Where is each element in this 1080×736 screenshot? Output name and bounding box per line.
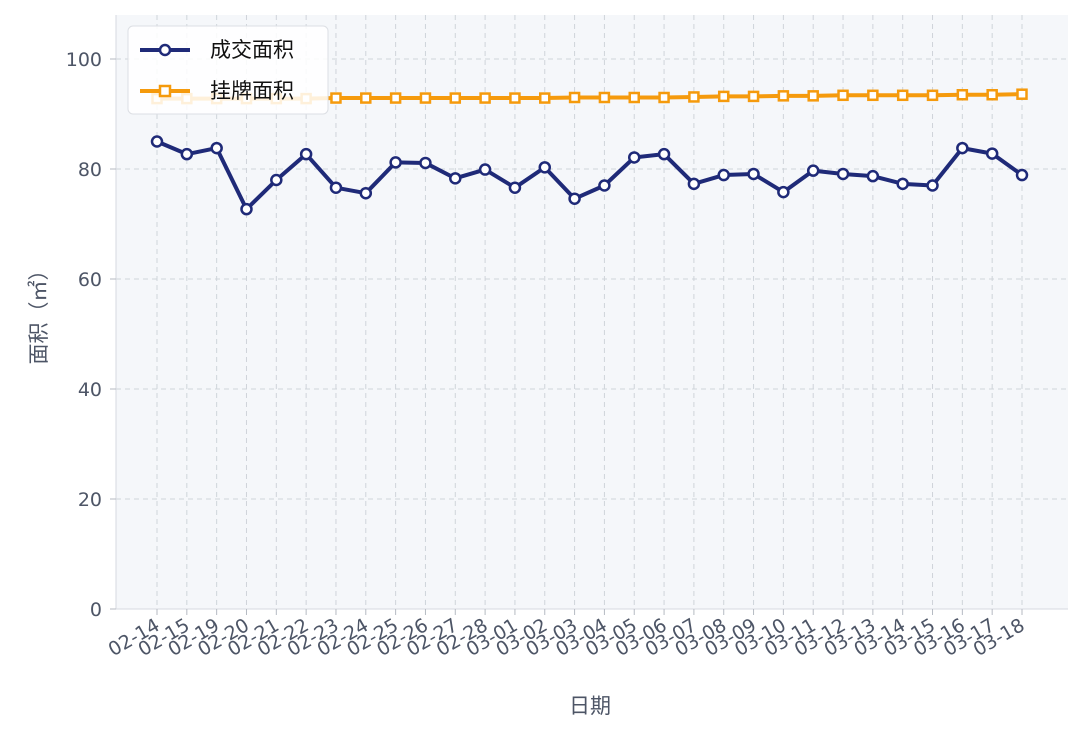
data-point <box>598 179 611 192</box>
data-point <box>150 135 164 148</box>
data-point <box>628 91 640 104</box>
data-point <box>896 177 909 191</box>
data-point <box>986 89 998 101</box>
data-point <box>657 147 671 161</box>
axes <box>115 15 1068 610</box>
data-point <box>330 92 342 104</box>
data-point <box>806 164 820 177</box>
data-point <box>836 167 850 181</box>
x-axis-title: 日期 <box>569 694 611 718</box>
legend-label-listing-area: 挂牌面积 <box>210 79 294 103</box>
data-point <box>389 92 402 104</box>
data-point <box>568 192 581 205</box>
data-point <box>926 179 939 192</box>
y-tick-label: 0 <box>90 599 102 621</box>
data-point <box>1015 168 1029 182</box>
y-tick-label: 100 <box>66 49 102 71</box>
data-point <box>688 91 700 103</box>
data-point <box>717 90 730 103</box>
y-tick-label: 60 <box>78 269 102 291</box>
data-point <box>509 92 521 104</box>
data-point <box>837 89 849 102</box>
data-point <box>747 90 760 103</box>
y-tick-label: 40 <box>78 379 102 401</box>
data-point <box>389 156 402 169</box>
data-point <box>210 141 223 155</box>
data-point <box>866 169 880 183</box>
y-ticks: 0 20 40 60 80 100 <box>66 49 116 621</box>
data-point <box>538 161 552 174</box>
legend-marker-deal-area <box>158 43 172 57</box>
x-ticks: 02-1402-1502-1902-2002-2102-2202-2302-24… <box>105 609 1029 661</box>
data-point <box>658 91 670 104</box>
data-point <box>419 156 432 170</box>
legend: 成交面积 挂牌面积 <box>127 25 329 115</box>
data-point <box>777 185 790 199</box>
data-point <box>598 91 611 104</box>
legend-marker-listing-area <box>158 84 172 98</box>
data-point <box>419 92 432 104</box>
data-point <box>687 177 701 191</box>
data-point <box>956 89 969 101</box>
y-tick-label: 20 <box>78 489 102 511</box>
data-point <box>180 147 194 161</box>
data-point <box>240 202 253 216</box>
data-point <box>807 90 819 102</box>
data-point <box>299 147 313 161</box>
data-point <box>867 89 879 102</box>
data-point <box>449 172 462 185</box>
data-point <box>777 90 790 102</box>
data-point <box>1016 88 1028 100</box>
data-point <box>568 91 581 104</box>
data-point <box>508 181 522 194</box>
data-point <box>896 89 909 102</box>
data-point <box>926 89 939 102</box>
data-point <box>985 147 999 160</box>
y-axis-title: 面积（㎡） <box>27 260 51 365</box>
data-point <box>449 92 462 104</box>
series-deal-area <box>150 135 1029 216</box>
y-tick-label: 80 <box>78 159 102 181</box>
data-point <box>627 151 641 164</box>
data-point <box>478 163 492 176</box>
data-point <box>747 167 760 181</box>
data-point <box>717 168 730 182</box>
data-point <box>270 173 283 187</box>
data-point <box>479 92 491 104</box>
data-point <box>956 141 969 155</box>
data-point <box>539 92 551 104</box>
data-point <box>360 92 372 104</box>
legend-label-deal-area: 成交面积 <box>210 38 294 62</box>
data-point <box>329 181 343 194</box>
data-point <box>359 186 373 200</box>
